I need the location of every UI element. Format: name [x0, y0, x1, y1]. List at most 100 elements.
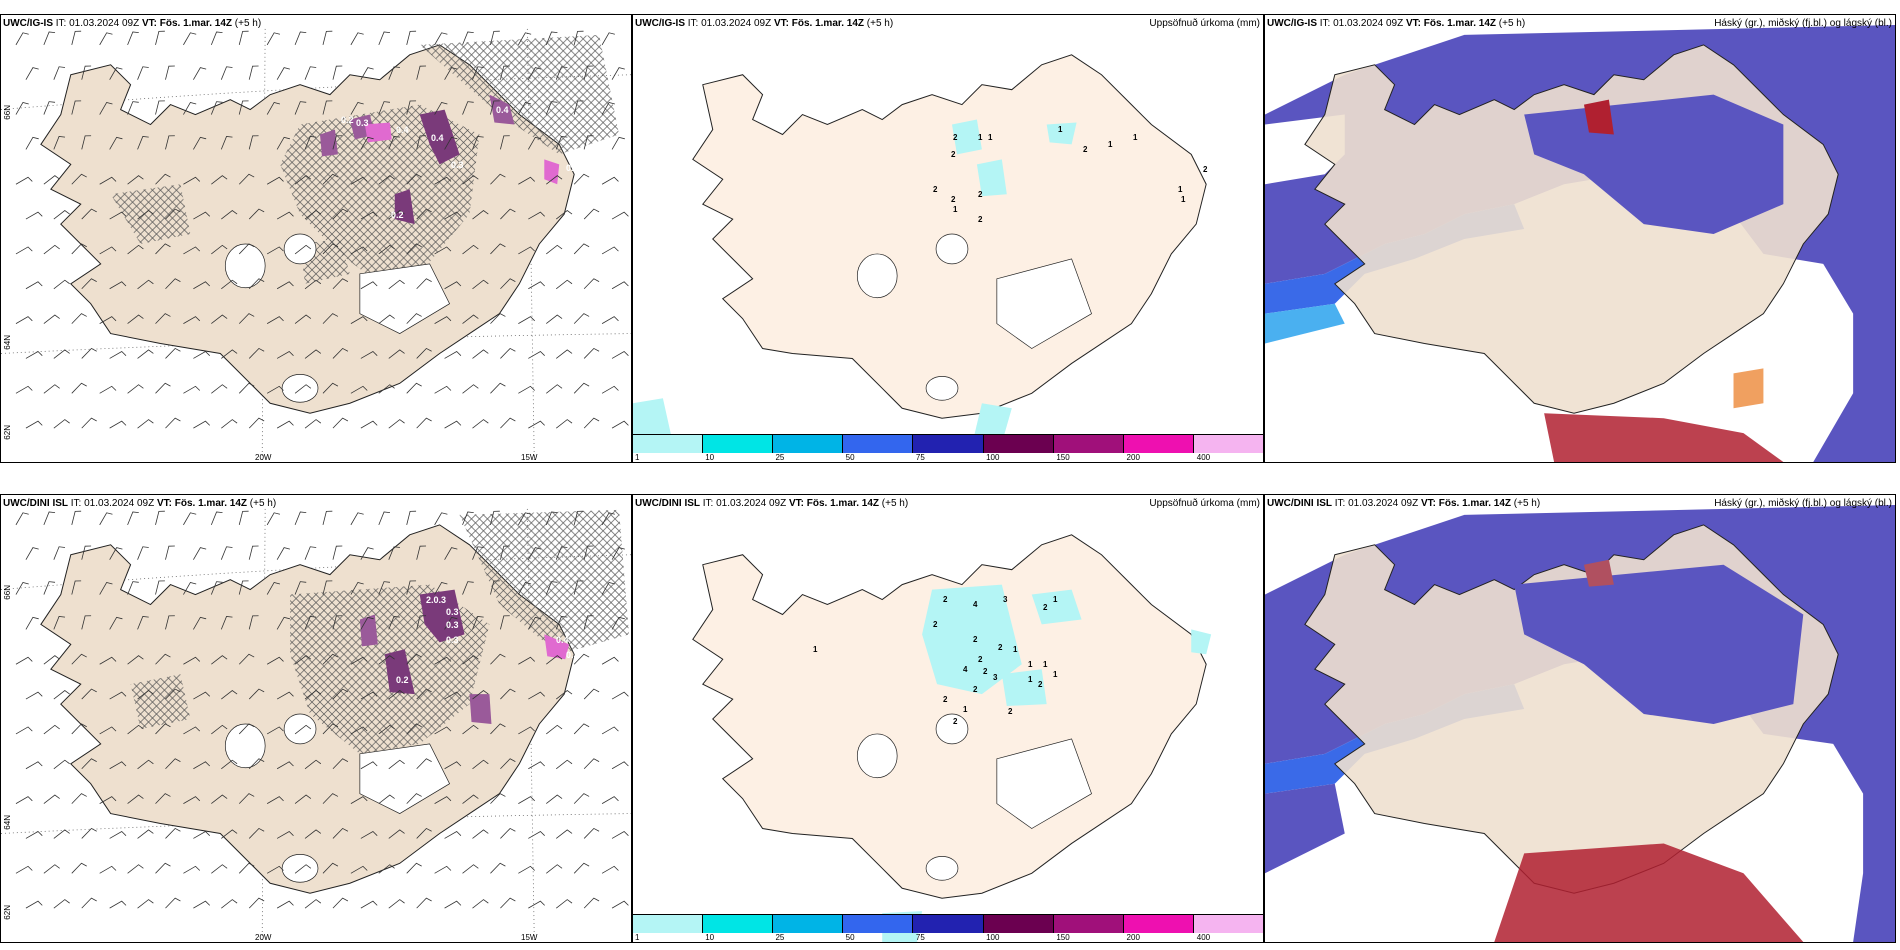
wind-barb	[388, 349, 405, 359]
wind-barb	[462, 384, 479, 394]
wind-barb	[350, 656, 368, 665]
wind-barb	[210, 101, 223, 115]
wind-snow-map	[1, 508, 631, 942]
wind-barb	[165, 135, 175, 150]
wind-barb	[388, 66, 400, 80]
wind-barb	[406, 723, 422, 735]
wind-barb	[99, 865, 117, 874]
wind-barb	[137, 279, 154, 290]
precip-value: 1	[963, 705, 968, 714]
wind-barb	[276, 691, 294, 700]
wind-barb	[294, 101, 307, 115]
wind-barb	[43, 384, 60, 394]
wind-barb	[406, 510, 417, 525]
wind-barb	[99, 726, 117, 735]
wind-barb	[444, 281, 462, 290]
wind-barb	[127, 724, 144, 735]
wind-barb	[81, 417, 97, 429]
wind-barb	[406, 100, 417, 115]
panel-clouds-bottom: UWC/DINI ISL IT: 01.03.2024 09Z VT: Fös.…	[1264, 494, 1896, 943]
wind-barb	[416, 688, 432, 700]
wind-barb	[322, 653, 339, 665]
colorbar-segment	[703, 915, 774, 933]
wind-barb	[109, 691, 127, 700]
wind-barb	[304, 616, 317, 630]
wind-barb	[434, 316, 452, 324]
wind-barb	[238, 313, 255, 324]
wind-barb	[266, 316, 284, 324]
wind-barb	[416, 545, 427, 560]
wind-barb	[15, 726, 33, 735]
precip-colorbar	[633, 434, 1263, 453]
wind-barb	[527, 616, 542, 630]
wind-barb	[248, 827, 265, 839]
wind-barb	[43, 101, 56, 115]
wind-barb	[360, 691, 378, 700]
wind-barb	[155, 510, 165, 525]
wind-barb	[545, 581, 558, 595]
wind-barb	[183, 512, 197, 526]
wind-barb	[611, 211, 629, 220]
wind-barb	[462, 314, 479, 324]
wind-barb	[434, 102, 448, 115]
wind-barb	[462, 244, 479, 255]
wind-barb	[378, 314, 395, 324]
colorbar-tick-label: 10	[705, 933, 715, 942]
wind-barb	[527, 136, 542, 150]
wind-barb	[15, 656, 33, 665]
precip-value: 1	[1181, 195, 1186, 204]
wind-barb	[388, 829, 405, 839]
precip-value: 1	[1013, 645, 1018, 654]
wind-barb	[127, 175, 144, 185]
wind-barb	[583, 545, 594, 560]
wind-barb	[221, 349, 238, 359]
wind-barb	[183, 865, 201, 874]
colorbar-tick-label: 200	[1126, 933, 1140, 942]
wind-barb	[378, 864, 395, 874]
wind-barb	[266, 176, 284, 185]
wind-barb	[573, 243, 590, 255]
wind-barb	[388, 279, 405, 290]
panel-precip-bottom: UWC/DINI ISL IT: 01.03.2024 09Z VT: Fös.…	[632, 494, 1264, 943]
wind-barb	[304, 546, 317, 560]
wind-barb	[53, 419, 70, 429]
wind-barb	[165, 208, 181, 220]
wind-barb	[99, 32, 113, 46]
snow-value: 0.2	[396, 675, 409, 685]
wind-barb	[238, 510, 249, 525]
precip-value: 1	[1108, 140, 1113, 149]
wind-barb	[444, 691, 462, 700]
colorbar-segment	[983, 435, 1054, 453]
wind-barb	[248, 135, 259, 150]
wind-barb	[444, 350, 462, 359]
wind-barb	[434, 582, 448, 595]
precip-value: 2	[978, 215, 983, 224]
clouds-map	[1265, 24, 1895, 462]
wind-barb	[490, 580, 500, 595]
snow-value: 0.3	[566, 650, 579, 660]
wind-barb	[555, 616, 568, 630]
wind-barb	[109, 900, 127, 909]
wind-barb	[193, 547, 207, 560]
wind-barb	[555, 349, 573, 359]
wind-barb	[444, 211, 462, 220]
wind-barb	[165, 278, 181, 290]
wind-barb	[555, 546, 568, 560]
precip-value: 2	[943, 595, 948, 604]
wind-barb	[583, 827, 600, 839]
wind-barb	[211, 314, 228, 324]
clouds-map	[1265, 504, 1895, 942]
wind-barb	[137, 759, 154, 770]
wind-barb	[527, 67, 542, 80]
wind-barb	[611, 281, 629, 290]
wind-barb	[127, 244, 144, 255]
wind-barb	[434, 865, 452, 874]
wind-barb	[248, 347, 265, 359]
wind-barb	[43, 655, 60, 665]
precip-value: 2	[1038, 680, 1043, 689]
wind-barb	[221, 899, 238, 909]
precip-value: 2	[943, 695, 948, 704]
wind-barb	[294, 724, 312, 735]
wind-barb	[434, 246, 452, 255]
wind-barb	[573, 723, 590, 735]
